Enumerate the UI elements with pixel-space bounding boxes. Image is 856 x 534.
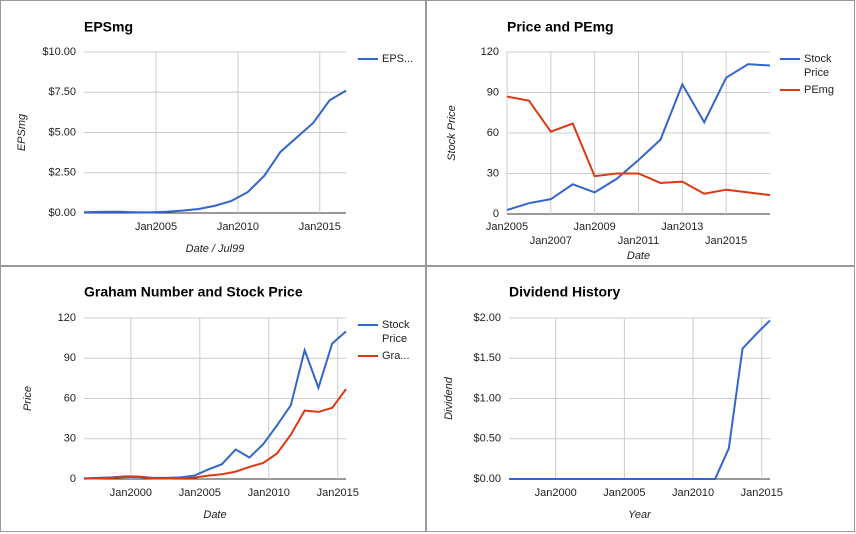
data-line xyxy=(83,89,347,214)
legend-item: Stock Price xyxy=(382,319,410,345)
legend-label: EPS... xyxy=(382,53,414,65)
x-tick-label: Jan2015 xyxy=(741,487,783,499)
x-axis-title: Date / Jul99 xyxy=(186,243,245,255)
y-tick-label: $2.50 xyxy=(48,167,76,179)
x-tick-label: Jan2000 xyxy=(535,487,577,499)
x-tick-label: Jan2005 xyxy=(603,487,645,499)
data-line xyxy=(506,63,771,211)
data-line xyxy=(509,319,771,480)
y-tick-label: $2.00 xyxy=(473,312,501,324)
legend-label: Gra... xyxy=(382,350,410,362)
panel-border xyxy=(426,266,855,532)
legend-item: Gra... xyxy=(382,350,410,362)
x-tick-label: Jan2013 xyxy=(661,221,703,233)
x-tick-label: Jan2010 xyxy=(248,487,290,499)
y-axis-title: Price xyxy=(22,386,34,411)
y-tick-label: $0.00 xyxy=(48,207,76,219)
legend-item: EPS... xyxy=(382,53,414,65)
y-tick-label: 120 xyxy=(58,312,76,324)
chart-title: Graham Number and Stock Price xyxy=(84,284,303,300)
y-tick-label: $7.50 xyxy=(48,86,76,98)
chart-title: Price and PEmg xyxy=(507,19,614,35)
data-line xyxy=(506,95,771,197)
y-tick-label: 120 xyxy=(481,46,499,58)
panel-border xyxy=(426,0,855,266)
x-tick-label: Jan2015 xyxy=(317,487,359,499)
panel-border xyxy=(0,266,426,532)
y-tick-label: $1.50 xyxy=(473,352,501,364)
y-tick-label: 0 xyxy=(70,473,76,485)
y-axis-title: Stock Price xyxy=(446,105,458,161)
x-tick-label: Jan2000 xyxy=(110,487,152,499)
y-axis-title: Dividend xyxy=(443,376,455,420)
x-tick-label: Jan2007 xyxy=(530,235,572,247)
y-tick-label: 60 xyxy=(487,127,499,139)
chart-title: EPSmg xyxy=(84,19,133,35)
legend-label: Stock Price xyxy=(804,53,832,79)
y-tick-label: 60 xyxy=(64,392,76,404)
x-tick-label: Jan2015 xyxy=(299,221,341,233)
legend-label: PEmg xyxy=(804,84,834,96)
y-tick-label: 30 xyxy=(487,167,499,179)
y-tick-label: 90 xyxy=(64,352,76,364)
y-tick-label: 30 xyxy=(64,433,76,445)
y-tick-label: 90 xyxy=(487,86,499,98)
y-tick-label: $0.00 xyxy=(473,473,501,485)
x-axis-title: Date xyxy=(203,509,226,521)
y-axis-title: EPSmg xyxy=(16,113,28,151)
x-tick-label: Jan2009 xyxy=(574,221,616,233)
data-line xyxy=(83,388,347,480)
x-tick-label: Jan2005 xyxy=(135,221,177,233)
x-axis-title: Date xyxy=(627,250,650,262)
x-tick-label: Jan2011 xyxy=(618,235,659,247)
y-tick-label: 0 xyxy=(493,208,499,220)
x-tick-label: Jan2010 xyxy=(217,221,259,233)
panel-border xyxy=(0,0,426,266)
x-tick-label: Jan2005 xyxy=(179,487,221,499)
data-line xyxy=(83,330,347,480)
y-tick-label: $0.50 xyxy=(473,433,501,445)
x-tick-label: Jan2010 xyxy=(672,487,714,499)
x-tick-label: Jan2005 xyxy=(486,221,528,233)
y-tick-label: $1.00 xyxy=(473,392,501,404)
x-axis-title: Year xyxy=(628,509,652,521)
legend-item: Stock Price xyxy=(804,53,832,79)
y-tick-label: $10.00 xyxy=(42,46,76,58)
y-tick-label: $5.00 xyxy=(48,126,76,138)
legend-item: PEmg xyxy=(804,84,834,96)
x-tick-label: Jan2015 xyxy=(705,235,747,247)
legend-label: Stock Price xyxy=(382,319,410,345)
chart-title: Dividend History xyxy=(509,284,620,300)
